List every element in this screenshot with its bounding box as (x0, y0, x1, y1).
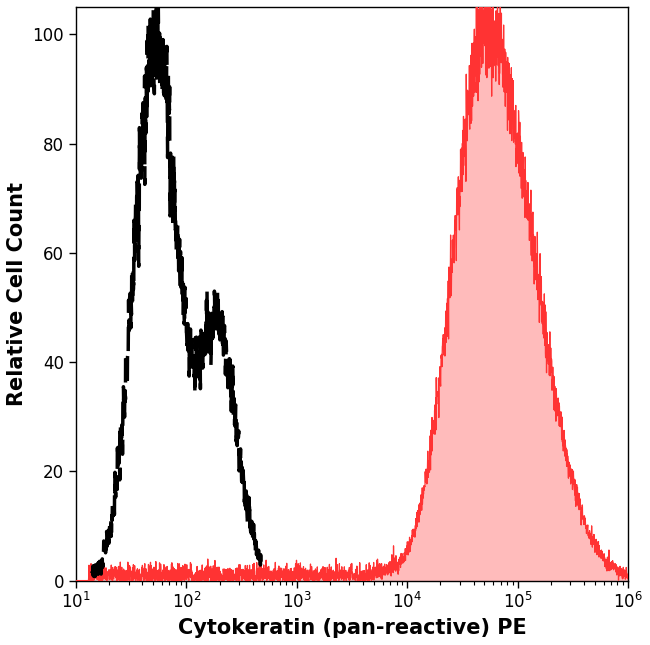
Y-axis label: Relative Cell Count: Relative Cell Count (7, 182, 27, 406)
X-axis label: Cytokeratin (pan-reactive) PE: Cytokeratin (pan-reactive) PE (177, 618, 526, 638)
